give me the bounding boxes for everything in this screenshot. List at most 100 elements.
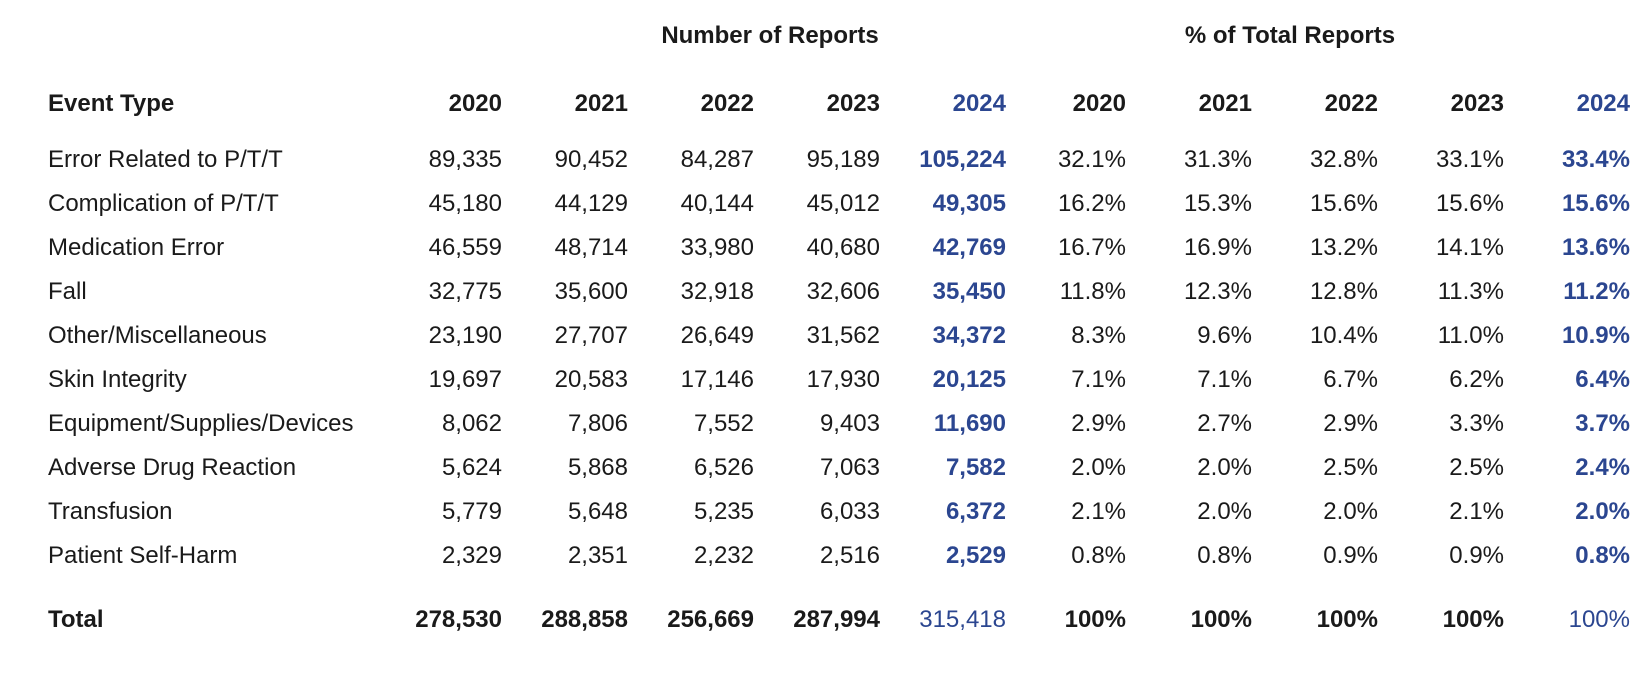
count-cell-2020: 5,779 <box>441 498 502 525</box>
total-count-2020: 278,530 <box>415 606 502 633</box>
pct-cell-2024: 13.6% <box>1561 234 1630 261</box>
count-cell-2024: 34,372 <box>932 322 1006 349</box>
count-cell-2023: 31,562 <box>806 322 880 349</box>
pct-cell-2024: 33.4% <box>1561 146 1630 173</box>
event-type-cell: Skin Integrity <box>48 366 187 393</box>
table-body: Error Related to P/T/T 89,335 90,452 84,287… <box>48 138 1630 578</box>
event-type-cell: Equipment/Supplies/Devices <box>48 410 354 437</box>
count-cell-2021: 5,868 <box>567 454 628 481</box>
count-cell-2023: 40,680 <box>806 234 880 261</box>
pct-cell-2023: 15.6% <box>1435 190 1504 217</box>
total-pct-2024: 100% <box>1568 606 1630 633</box>
count-header-2021: 2021 <box>574 90 628 117</box>
table-row: Skin Integrity 19,697 20,583 17,146 17,930 20… <box>48 358 1630 402</box>
count-cell-2023: 17,930 <box>806 366 880 393</box>
event-type-header: Event Type <box>48 90 175 117</box>
pct-header-2023: 2023 <box>1450 90 1504 117</box>
count-header-2024: 2024 <box>952 90 1006 117</box>
event-type-cell: Complication of P/T/T <box>48 190 279 217</box>
total-count-2022: 256,669 <box>667 606 754 633</box>
count-cell-2022: 40,144 <box>680 190 754 217</box>
pct-cell-2024: 10.9% <box>1561 322 1630 349</box>
count-cell-2023: 7,063 <box>819 454 880 481</box>
pct-cell-2022: 15.6% <box>1309 190 1378 217</box>
total-pct-2023: 100% <box>1442 606 1504 633</box>
count-cell-2023: 2,516 <box>819 542 880 569</box>
pct-cell-2024: 6.4% <box>1575 366 1630 393</box>
count-cell-2022: 17,146 <box>680 366 754 393</box>
count-header-2023: 2023 <box>826 90 880 117</box>
pct-header-2021: 2021 <box>1198 90 1252 117</box>
total-pct-2021: 100% <box>1190 606 1252 633</box>
pct-cell-2024: 11.2% <box>1563 278 1630 305</box>
pct-cell-2023: 14.1% <box>1435 234 1504 261</box>
table-footer: Total 278,530 288,858 256,669 287,994 31… <box>48 578 1630 642</box>
pct-cell-2021: 16.9% <box>1183 234 1252 261</box>
table-row: Error Related to P/T/T 89,335 90,452 84,287… <box>48 138 1630 182</box>
header-row: Event Type 2020 2021 2022 2023 2024 2020… <box>48 82 1630 138</box>
pct-cell-2024: 15.6% <box>1561 190 1630 217</box>
table-row: Adverse Drug Reaction 5,624 5,868 6,526 7,06… <box>48 446 1630 490</box>
pct-cell-2022: 2.5% <box>1323 454 1378 481</box>
pct-header-2020: 2020 <box>1072 90 1126 117</box>
count-cell-2021: 35,600 <box>554 278 628 305</box>
count-cell-2024: 42,769 <box>932 234 1006 261</box>
table-row: Other/Miscellaneous 23,190 27,707 26,649 31,… <box>48 314 1630 358</box>
count-cell-2021: 7,806 <box>567 410 628 437</box>
count-cell-2021: 44,129 <box>554 190 628 217</box>
pct-cell-2022: 6.7% <box>1323 366 1378 393</box>
table-header: Event Type 2020 2021 2022 2023 2024 2020… <box>48 82 1630 138</box>
pct-cell-2022: 10.4% <box>1309 322 1378 349</box>
count-cell-2022: 2,232 <box>693 542 754 569</box>
pct-cell-2023: 11.3% <box>1437 278 1504 305</box>
count-cell-2024: 6,372 <box>945 498 1006 525</box>
count-cell-2020: 46,559 <box>428 234 502 261</box>
count-cell-2021: 90,452 <box>554 146 628 173</box>
number-of-reports-heading: Number of Reports <box>661 22 879 49</box>
count-cell-2021: 48,714 <box>554 234 628 261</box>
count-cell-2020: 45,180 <box>428 190 502 217</box>
count-cell-2020: 19,697 <box>428 366 502 393</box>
count-cell-2022: 26,649 <box>680 322 754 349</box>
event-type-cell: Patient Self-Harm <box>48 542 238 569</box>
pct-cell-2023: 3.3% <box>1449 410 1504 437</box>
pct-cell-2024: 2.4% <box>1575 454 1630 481</box>
count-cell-2023: 9,403 <box>819 410 880 437</box>
total-label: Total <box>48 606 104 633</box>
table-row: Fall 32,775 35,600 32,918 32,606 35,450 11.8% 1… <box>48 270 1630 314</box>
event-type-cell: Other/Miscellaneous <box>48 322 267 349</box>
count-header-2022: 2022 <box>700 90 754 117</box>
pct-cell-2021: 12.3% <box>1183 278 1252 305</box>
table-row: Patient Self-Harm 2,329 2,351 2,232 2,516 2,5… <box>48 534 1630 578</box>
event-type-cell: Medication Error <box>48 234 225 261</box>
count-cell-2024: 7,582 <box>945 454 1006 481</box>
pct-cell-2021: 15.3% <box>1183 190 1252 217</box>
pct-cell-2020: 2.9% <box>1071 410 1126 437</box>
pct-cell-2024: 3.7% <box>1575 410 1630 437</box>
total-row: Total 278,530 288,858 256,669 287,994 31… <box>48 578 1630 642</box>
pct-cell-2023: 33.1% <box>1435 146 1504 173</box>
table-row: Transfusion 5,779 5,648 5,235 6,033 6,372 2.1%… <box>48 490 1630 534</box>
count-cell-2021: 2,351 <box>567 542 628 569</box>
pct-cell-2023: 6.2% <box>1449 366 1504 393</box>
pct-cell-2021: 0.8% <box>1197 542 1252 569</box>
pct-cell-2023: 2.1% <box>1449 498 1504 525</box>
pct-cell-2022: 2.0% <box>1323 498 1378 525</box>
count-cell-2023: 45,012 <box>806 190 880 217</box>
pct-cell-2020: 16.7% <box>1057 234 1126 261</box>
count-cell-2024: 105,224 <box>919 146 1006 173</box>
percent-of-total-heading: % of Total Reports <box>1184 22 1396 49</box>
count-cell-2024: 35,450 <box>932 278 1006 305</box>
count-cell-2022: 33,980 <box>680 234 754 261</box>
pct-cell-2022: 12.8% <box>1309 278 1378 305</box>
total-count-2023: 287,994 <box>793 606 880 633</box>
count-cell-2023: 95,189 <box>806 146 880 173</box>
pct-cell-2023: 11.0% <box>1437 322 1504 349</box>
count-cell-2024: 49,305 <box>932 190 1006 217</box>
total-count-2024: 315,418 <box>919 606 1006 633</box>
pct-cell-2022: 2.9% <box>1323 410 1378 437</box>
pct-cell-2021: 9.6% <box>1197 322 1252 349</box>
count-cell-2022: 32,918 <box>680 278 754 305</box>
event-report-table: Event Type 2020 2021 2022 2023 2024 2020… <box>48 82 1630 642</box>
pct-header-2024: 2024 <box>1576 90 1630 117</box>
